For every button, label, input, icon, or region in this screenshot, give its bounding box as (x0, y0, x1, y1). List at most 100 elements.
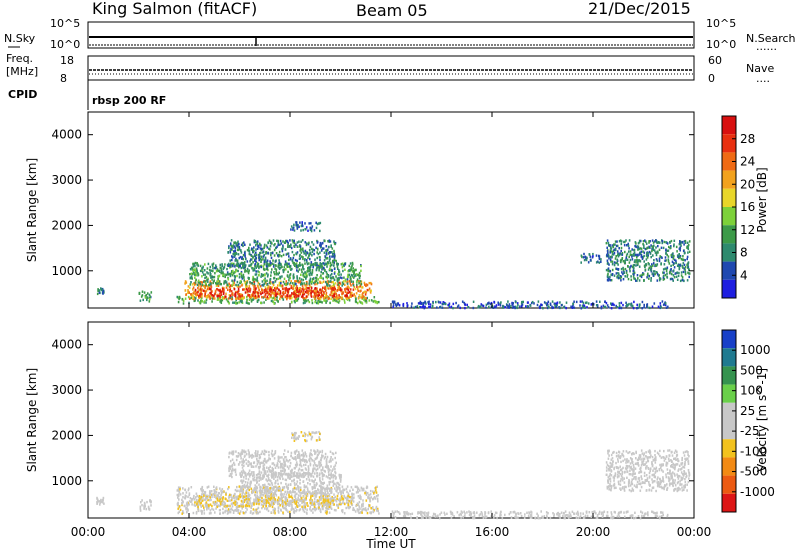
data-cell (290, 502, 292, 505)
data-cell (334, 498, 336, 502)
data-cell (283, 486, 285, 490)
data-cell (222, 500, 225, 503)
data-cell (330, 491, 332, 494)
data-cell (210, 498, 212, 502)
data-cell (324, 289, 327, 292)
data-cell (360, 510, 362, 514)
data-cell (647, 246, 649, 249)
noise-tick-right-low: 10^0 (706, 38, 736, 51)
data-cell (296, 505, 299, 508)
data-cell (243, 449, 245, 452)
data-cell (252, 489, 254, 492)
data-cell (279, 504, 281, 507)
data-cell (666, 242, 669, 245)
data-cell (277, 254, 279, 257)
data-cell (338, 299, 341, 303)
data-cell (277, 239, 279, 243)
data-cell (589, 255, 592, 258)
data-cell (320, 276, 323, 280)
data-cell (327, 499, 330, 502)
data-cell (368, 281, 371, 285)
data-cell (246, 267, 249, 271)
data-cell (356, 489, 359, 492)
data-cell (663, 271, 665, 274)
data-cell (296, 275, 298, 278)
data-cell (342, 264, 345, 267)
data-cell (282, 244, 284, 247)
data-cell (256, 261, 259, 265)
data-cell (630, 278, 633, 281)
data-cell (309, 508, 311, 511)
data-cell (548, 305, 550, 309)
data-cell (251, 294, 254, 297)
data-cell (335, 299, 338, 302)
data-cell (190, 272, 193, 275)
data-cell (642, 250, 644, 253)
data-cell (395, 304, 398, 308)
data-cell (309, 265, 312, 269)
data-cell (270, 480, 272, 483)
data-cell (206, 287, 209, 291)
data-cell (242, 264, 244, 267)
data-cell (241, 257, 243, 260)
data-cell (230, 244, 232, 247)
data-cell (629, 266, 631, 269)
data-cell (343, 512, 346, 515)
data-cell (221, 295, 224, 299)
data-cell (360, 280, 363, 283)
data-cell (299, 261, 301, 265)
data-cell (260, 275, 262, 278)
data-cell (201, 499, 204, 502)
data-cell (321, 301, 323, 304)
data-cell (659, 306, 662, 310)
data-cell (210, 269, 212, 272)
data-cell (315, 292, 317, 295)
data-cell (502, 304, 504, 308)
data-cell (177, 503, 179, 507)
data-cell (249, 243, 251, 246)
data-cell (207, 280, 209, 283)
data-cell (292, 287, 294, 290)
data-cell (653, 270, 656, 273)
data-cell (246, 289, 248, 292)
data-cell (319, 266, 321, 269)
data-cell (282, 290, 285, 294)
data-cell (206, 486, 209, 489)
data-cell (144, 295, 147, 298)
data-cell (273, 463, 276, 467)
data-cell (360, 486, 363, 489)
data-cell (206, 267, 209, 270)
data-cell (251, 282, 253, 285)
data-cell (260, 452, 263, 456)
data-cell (350, 266, 352, 269)
data-cell (222, 274, 225, 278)
data-cell (672, 269, 675, 272)
data-cell (297, 290, 300, 294)
data-cell (213, 279, 215, 282)
data-cell (262, 283, 264, 286)
data-cell (299, 221, 301, 224)
data-cell (258, 265, 260, 268)
data-cell (339, 288, 342, 292)
data-cell (195, 510, 198, 514)
data-cell (245, 287, 248, 291)
data-cell (312, 464, 315, 467)
data-cell (352, 270, 354, 273)
data-cell (364, 507, 367, 510)
data-cell (682, 270, 685, 274)
data-cell (243, 495, 245, 498)
data-cell (201, 493, 203, 496)
data-cell (265, 281, 267, 285)
data-cell (625, 239, 627, 242)
data-cell (263, 295, 266, 298)
data-cell (237, 283, 240, 287)
data-cell (292, 498, 294, 502)
data-cell (214, 290, 217, 293)
data-cell (226, 267, 228, 271)
data-cell (314, 509, 316, 512)
data-cell (234, 247, 237, 250)
data-cell (347, 501, 350, 505)
data-cell (103, 291, 105, 294)
data-cell (223, 291, 225, 294)
data-cell (266, 493, 268, 496)
